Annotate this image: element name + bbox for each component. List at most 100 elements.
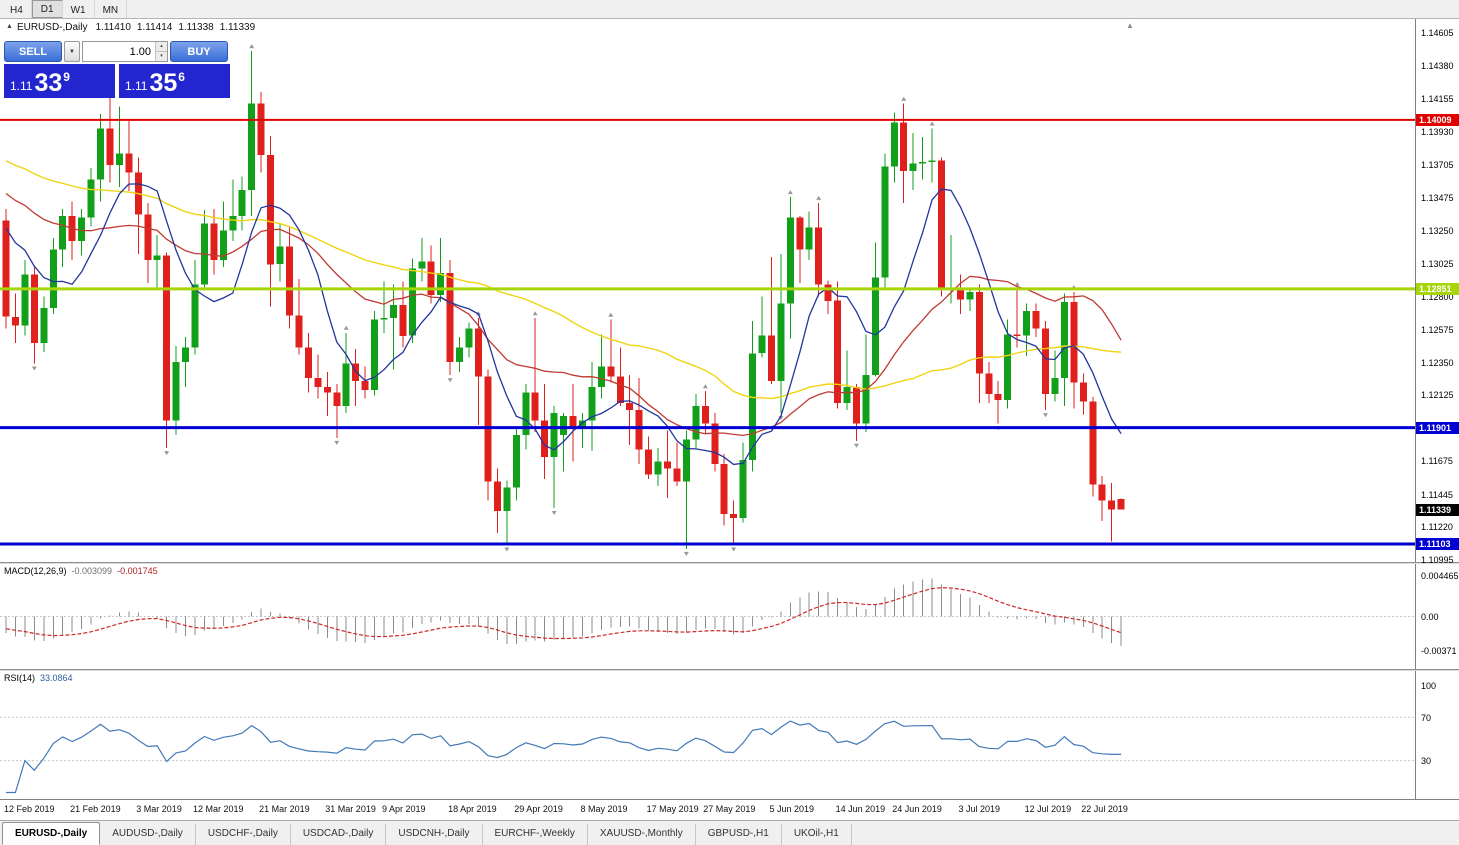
- one-click-trading-panel: SELL ▼ ▴ ▾ BUY 1.11 33 9: [4, 41, 230, 98]
- panel-splitter[interactable]: [0, 562, 1459, 564]
- date-axis-label: 21 Feb 2019: [70, 804, 121, 814]
- lot-spinner: ▴ ▾: [155, 42, 167, 61]
- price-axis-label: 1.11445: [1421, 489, 1453, 500]
- rsi-value: 33.0864: [40, 673, 73, 683]
- price-axis-label: 1.11675: [1421, 456, 1453, 467]
- rsi-value-axis[interactable]: 100 70 30: [1415, 671, 1459, 799]
- chart-ohlc-title: ▲ EURUSD-,Daily 1.11410 1.11414 1.11338 1.113…: [6, 22, 261, 33]
- fractals-layer: [31, 44, 1077, 556]
- rsi-svg: [0, 716, 1415, 794]
- timeframe-toolbar: H4 D1 W1 MN: [0, 0, 1459, 19]
- rsi-axis-label: 100: [1421, 680, 1437, 691]
- ma-mid-line: [5, 192, 1122, 437]
- chart-shift-marker[interactable]: ▲: [1126, 21, 1134, 30]
- price-axis-label: 1.13930: [1421, 126, 1454, 137]
- lot-size-control: ▴ ▾: [82, 41, 168, 62]
- rsi-panel: RSI(14) 33.0864 100 70 30: [0, 671, 1459, 799]
- ma-fast-line: [5, 183, 1122, 466]
- price-axis-label: 1.13250: [1421, 226, 1454, 237]
- macd-value-axis[interactable]: 0.004465 0.00 -0.00371: [1415, 564, 1459, 669]
- date-axis-label: 9 Apr 2019: [382, 804, 426, 814]
- macd-axis-label: -0.00371: [1421, 646, 1457, 657]
- price-axis-label: 1.10995: [1421, 555, 1454, 566]
- date-axis-label: 24 Jun 2019: [892, 804, 942, 814]
- current-price-tag: 1.11339: [1416, 503, 1459, 516]
- main-chart-svg: [0, 44, 1415, 556]
- chevron-down-icon: ▼: [69, 48, 75, 55]
- macd-svg: [0, 578, 1415, 646]
- timeframe-button-h4[interactable]: H4: [2, 0, 32, 18]
- rsi-name: RSI(14): [4, 673, 36, 683]
- tab-usdchf-daily[interactable]: USDCHF-,Daily: [196, 824, 291, 845]
- macd-panel: MACD(12,26,9) -0.003099 -0.001745 0.004465…: [0, 564, 1459, 669]
- price-axis[interactable]: 1.14605 1.14380 1.14155 1.13930 1.13705 1.134…: [1415, 19, 1459, 566]
- macd-canvas[interactable]: MACD(12,26,9) -0.003099 -0.001745: [0, 564, 1415, 669]
- rsi-axis-label: 70: [1421, 712, 1432, 723]
- open-value: 1.11410: [95, 22, 131, 33]
- date-axis-label: 12 Mar 2019: [193, 804, 244, 814]
- buy-price-point: 6: [178, 70, 185, 84]
- date-axis-label: 3 Mar 2019: [136, 804, 182, 814]
- hline-price-tag: 1.11901: [1416, 421, 1459, 434]
- tab-usdcnh-daily[interactable]: USDCNH-,Daily: [386, 824, 483, 845]
- hline-price-tag: 1.14009: [1416, 113, 1459, 126]
- main-price-canvas[interactable]: ▲ EURUSD-,Daily 1.11410 1.11414 1.11338 1.113…: [0, 19, 1415, 562]
- date-axis-label: 21 Mar 2019: [259, 804, 310, 814]
- hline-price-tag: 1.11103: [1416, 538, 1459, 551]
- buy-button[interactable]: BUY: [170, 41, 228, 62]
- date-axis-label: 18 Apr 2019: [448, 804, 497, 814]
- sell-button[interactable]: SELL: [4, 41, 62, 62]
- date-axis-label: 22 Jul 2019: [1081, 804, 1128, 814]
- rsi-indicator-label: RSI(14) 33.0864: [4, 673, 78, 683]
- macd-axis-label: 0.00: [1421, 612, 1439, 622]
- lot-increase-button[interactable]: ▴: [156, 42, 167, 52]
- rsi-canvas[interactable]: RSI(14) 33.0864: [0, 671, 1415, 799]
- price-axis-label: 1.12350: [1421, 357, 1454, 368]
- tab-gbpusd-h1[interactable]: GBPUSD-,H1: [696, 824, 782, 845]
- date-axis-label: 5 Jun 2019: [769, 804, 814, 814]
- timeframe-button-mn[interactable]: MN: [95, 0, 128, 18]
- tab-xauusd-monthly[interactable]: XAUUSD-,Monthly: [588, 824, 696, 845]
- buy-price-display[interactable]: 1.11 35 6: [119, 64, 230, 98]
- macd-main-value: -0.003099: [71, 566, 113, 576]
- hline-price-tag: 1.12851: [1416, 282, 1459, 295]
- date-axis-label: 17 May 2019: [646, 804, 699, 814]
- lot-size-input[interactable]: [83, 42, 155, 61]
- tab-eurchf-weekly[interactable]: EURCHF-,Weekly: [483, 824, 588, 845]
- time-axis[interactable]: 12 Feb 2019 21 Feb 2019 3 Mar 2019 12 Mar 2…: [0, 799, 1459, 820]
- macd-signal-value: -0.001745: [117, 566, 158, 576]
- tab-ukoil-h1[interactable]: UKOil-,H1: [782, 824, 852, 845]
- lot-decrease-button[interactable]: ▾: [156, 52, 167, 61]
- low-value: 1.11338: [178, 22, 214, 33]
- tab-eurusd-daily[interactable]: EURUSD-,Daily: [2, 822, 101, 845]
- ma-slow-line: [5, 160, 1122, 400]
- tab-usdcad-daily[interactable]: USDCAD-,Daily: [291, 824, 387, 845]
- price-axis-label: 1.12125: [1421, 390, 1454, 401]
- macd-indicator-label: MACD(12,26,9) -0.003099 -0.001745: [4, 566, 163, 576]
- price-axis-label: 1.14605: [1421, 28, 1454, 39]
- price-axis-label: 1.14380: [1421, 61, 1454, 72]
- macd-histogram: [5, 578, 1122, 646]
- date-axis-label: 29 Apr 2019: [514, 804, 563, 814]
- price-axis-label: 1.13705: [1421, 159, 1454, 170]
- rsi-line: [6, 720, 1122, 794]
- sell-price-point: 9: [63, 70, 70, 84]
- price-axis-label: 1.12800: [1421, 291, 1454, 302]
- sell-price-display[interactable]: 1.11 33 9: [4, 64, 115, 98]
- lot-dropdown-button[interactable]: ▼: [64, 41, 80, 62]
- panel-splitter[interactable]: [0, 669, 1459, 671]
- price-axis-label: 1.12575: [1421, 324, 1454, 335]
- collapse-panel-icon[interactable]: ▲: [6, 23, 13, 30]
- date-axis-label: 27 May 2019: [703, 804, 756, 814]
- timeframe-button-w1[interactable]: W1: [63, 0, 95, 18]
- date-axis-label: 12 Feb 2019: [4, 804, 55, 814]
- date-axis-label: 14 Jun 2019: [835, 804, 886, 814]
- timeframe-button-d1[interactable]: D1: [31, 0, 63, 18]
- tab-audusd-daily[interactable]: AUDUSD-,Daily: [100, 824, 196, 845]
- date-axis-label: 31 Mar 2019: [325, 804, 376, 814]
- high-value: 1.11414: [136, 22, 173, 33]
- sell-price-prefix: 1.11: [10, 79, 33, 93]
- close-value: 1.11339: [219, 22, 256, 33]
- candles-layer: [2, 51, 1125, 549]
